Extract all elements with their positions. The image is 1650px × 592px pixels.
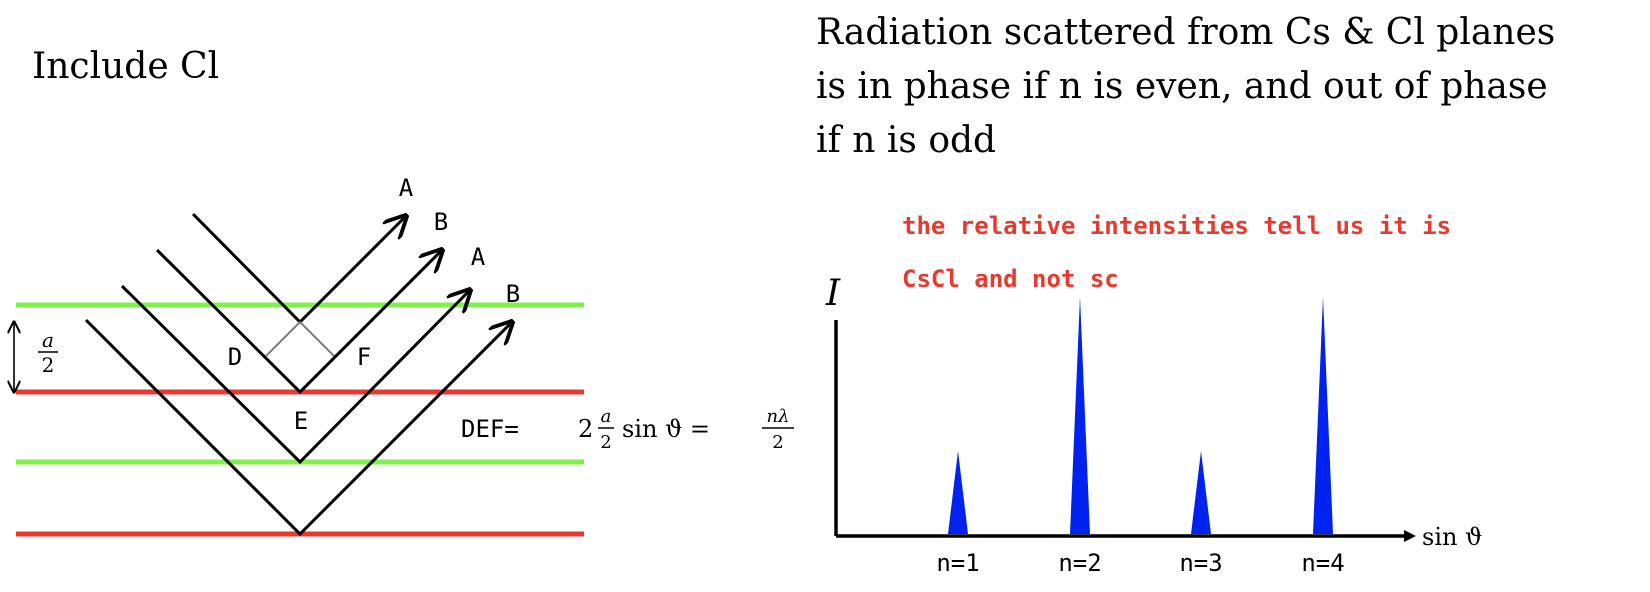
- caption-line-3: if n is odd: [816, 120, 996, 161]
- tick-label-3: n=3: [1179, 549, 1222, 577]
- caption-line-1: Radiation scattered from Cs & Cl planes: [816, 12, 1555, 53]
- tick-label-1: n=1: [936, 549, 979, 577]
- svg-text:sin ϑ =: sin ϑ =: [622, 415, 710, 443]
- peaks-group: [948, 296, 1333, 534]
- ray-4: [84, 320, 512, 537]
- svg-text:2: 2: [772, 432, 783, 453]
- left-heading: Include Cl: [32, 46, 219, 87]
- label-f: F: [357, 343, 371, 371]
- label-a-2: A: [471, 243, 486, 271]
- tick-label-4: n=4: [1301, 549, 1344, 577]
- svg-text:DEF=: DEF=: [461, 415, 519, 443]
- svg-text:2: 2: [42, 353, 55, 377]
- ray-3: [120, 284, 470, 465]
- ray-2: [155, 250, 442, 395]
- peak-1: [948, 451, 968, 534]
- peak-2: [1070, 296, 1090, 534]
- x-axis-label: sin ϑ: [1422, 523, 1482, 551]
- label-e: E: [294, 407, 308, 435]
- x-axis-arrow: [1404, 530, 1416, 542]
- intensity-chart: I sin ϑ n=1 n=2 n=3 n=4: [825, 273, 1482, 577]
- svg-text:nλ: nλ: [766, 406, 789, 427]
- tick-label-2: n=2: [1058, 549, 1101, 577]
- peak-3: [1191, 451, 1211, 534]
- construction-line-d: [265, 321, 301, 357]
- label-b-1: B: [434, 208, 448, 236]
- path-difference-equation: DEF= 2 a 2 sin ϑ = nλ 2: [461, 406, 794, 453]
- label-d: D: [228, 343, 242, 371]
- y-axis-label: I: [825, 273, 841, 314]
- label-b-2: B: [506, 280, 520, 308]
- left-panel: Include Cl a 2 A B A B D F E: [14, 46, 794, 537]
- note-line-1: the relative intensities tell us it is: [902, 212, 1451, 240]
- caption-line-2: is in phase if n is even, and out of pha…: [816, 66, 1548, 107]
- svg-text:2: 2: [578, 415, 593, 443]
- construction-line-f: [299, 321, 335, 357]
- spacing-label: a 2: [38, 328, 58, 377]
- label-a-1: A: [399, 174, 414, 202]
- note-line-2: CsCl and not sc: [902, 265, 1119, 293]
- svg-text:a: a: [601, 406, 612, 427]
- tick-labels-group: n=1 n=2 n=3 n=4: [936, 549, 1344, 577]
- peak-4: [1313, 296, 1333, 534]
- svg-text:2: 2: [600, 432, 611, 453]
- right-panel: Radiation scattered from Cs & Cl planes …: [816, 12, 1555, 577]
- svg-text:a: a: [42, 328, 54, 352]
